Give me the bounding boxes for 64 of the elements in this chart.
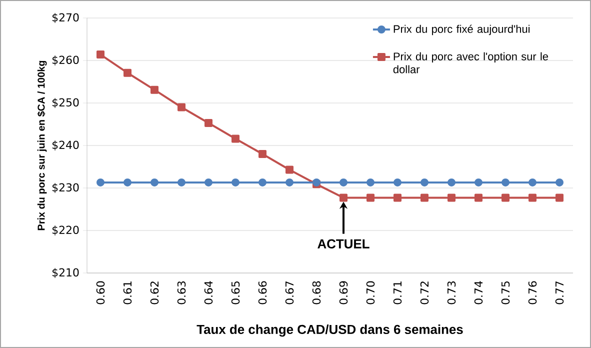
y-tick-label: $230 — [52, 183, 79, 193]
x-tick-label: 0.66 — [258, 281, 267, 304]
x-tick-label: 0.73 — [447, 281, 456, 304]
x-tick-label: 0.76 — [528, 281, 537, 304]
point — [502, 194, 510, 202]
x-tick-label: 0.64 — [204, 281, 213, 304]
y-tick-label: $220 — [52, 226, 79, 236]
x-tick-label: 0.75 — [501, 281, 510, 304]
x-tick-label: 0.63 — [177, 281, 186, 304]
point — [178, 103, 186, 112]
point — [96, 50, 104, 59]
x-tick-label: 0.77 — [555, 281, 564, 304]
y-tick-label: $240 — [52, 140, 79, 150]
y-tick-label: $250 — [52, 98, 79, 108]
point — [96, 178, 104, 186]
point — [556, 194, 564, 202]
x-tick-label: 0.71 — [393, 282, 402, 304]
x-tick-label: 0.67 — [285, 281, 294, 304]
point — [286, 178, 294, 186]
legend-label: Prix du porc fixé aujourd'hui — [394, 24, 530, 36]
x-tick-label: 0.70 — [366, 281, 375, 304]
point — [178, 178, 186, 186]
point — [258, 150, 266, 158]
point — [474, 194, 483, 202]
annotation: ACTUEL — [318, 239, 370, 248]
x-tick-label: 0.61 — [123, 282, 132, 304]
point — [502, 178, 510, 186]
point — [150, 86, 158, 94]
point — [204, 118, 212, 127]
point — [420, 178, 429, 186]
x-tick-label: 0.60 — [96, 281, 105, 304]
legend-label: Prix du porc avec l'option sur le dollar — [393, 52, 548, 74]
y-tick-label: $210 — [52, 268, 79, 278]
point — [124, 68, 132, 77]
x-tick-label: 0.68 — [312, 281, 321, 304]
point — [124, 178, 132, 186]
x-tick-label: 0.62 — [150, 282, 159, 304]
x-axis-title: Taux de change CAD/USD dans 6 semaines — [196, 324, 463, 337]
point — [286, 166, 294, 174]
point — [394, 194, 402, 202]
point — [204, 178, 212, 186]
point — [556, 178, 564, 186]
point — [150, 178, 158, 186]
point — [232, 134, 240, 143]
y-axis-title: Prix du porc sur juin en $CA / 100kg — [37, 60, 47, 230]
point — [366, 178, 375, 186]
point — [340, 194, 348, 202]
point — [340, 178, 348, 186]
point — [232, 178, 240, 186]
point — [528, 194, 537, 202]
point — [528, 178, 537, 186]
point — [448, 194, 456, 202]
x-tick-label: 0.72 — [420, 282, 429, 304]
point — [474, 178, 483, 186]
point — [258, 178, 266, 186]
point — [448, 178, 456, 186]
point — [366, 194, 375, 202]
point — [394, 178, 402, 186]
x-tick-label: 0.65 — [231, 281, 240, 304]
point — [420, 194, 429, 202]
y-tick-label: $270 — [52, 13, 79, 23]
y-tick-label: $260 — [52, 56, 79, 66]
x-tick-label: 0.74 — [474, 281, 483, 304]
x-tick-label: 0.69 — [339, 281, 348, 304]
